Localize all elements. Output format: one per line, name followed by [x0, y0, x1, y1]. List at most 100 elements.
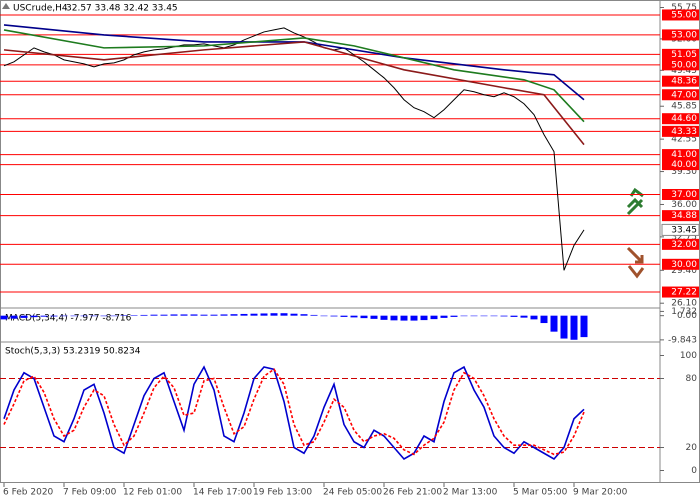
chart-subtitle: 32.57 33.48 32.42 33.45 [66, 4, 178, 14]
bar [240, 313, 248, 316]
y-tick-label: 80 [686, 374, 698, 384]
level-label: 34.88 [671, 211, 697, 221]
bar [380, 315, 388, 320]
y-tick-label: 20 [686, 443, 698, 453]
y-tick-label: 42.55 [671, 135, 697, 145]
bar [70, 315, 78, 317]
y-tick-label: 55.75 [671, 3, 697, 13]
bar [520, 315, 528, 318]
level-label: 47.00 [671, 90, 697, 100]
bar [290, 313, 298, 316]
bar [80, 315, 88, 317]
bar [420, 315, 428, 321]
level-label: 40.00 [671, 160, 697, 170]
bar [10, 315, 18, 319]
level-label-box [662, 89, 699, 101]
bar [370, 315, 378, 319]
x-tick-label: 19 Feb 13:00 [253, 488, 312, 498]
bar [460, 315, 468, 317]
bar [350, 315, 358, 318]
panel-title: Stoch(5,3,3) 53.2319 50.8234 [5, 347, 141, 357]
chart-icon [2, 3, 10, 9]
last-price-label: 33.45 [671, 225, 697, 235]
x-tick-label: 5 Mar 05:00 [513, 488, 568, 498]
series-line [3, 29, 585, 123]
level-label: 30.00 [671, 260, 697, 270]
bar [40, 315, 48, 317]
y-tick-label: -9.843 [668, 335, 697, 345]
level-label-box [662, 113, 699, 125]
series-line [3, 365, 585, 461]
bar [340, 315, 348, 317]
bar [540, 315, 548, 324]
level-label: 44.60 [671, 114, 697, 124]
level-label-box [662, 286, 699, 298]
x-tick-label: 9 Mar 20:00 [573, 488, 628, 498]
bar [430, 315, 438, 320]
bar [270, 313, 278, 316]
bar [160, 314, 168, 316]
bar [260, 313, 268, 316]
bar [90, 315, 98, 317]
x-tick-label: 12 Feb 01:00 [123, 488, 182, 498]
x-tick-label: 2 Mar 13:00 [443, 488, 498, 498]
down-arrow-icon [626, 246, 645, 279]
bar [30, 315, 38, 318]
bar [500, 315, 508, 317]
level-label-box [662, 159, 699, 171]
bar [330, 315, 338, 317]
level-label-box [662, 125, 699, 137]
level-label: 41.00 [671, 150, 697, 160]
bar [410, 315, 418, 321]
level-label: 55.00 [671, 10, 697, 20]
bar [130, 315, 138, 316]
panel-title: MACD(5,34,4) -7.977 -8.716 [5, 314, 132, 324]
bar [170, 314, 178, 316]
bar [510, 315, 518, 317]
bar [250, 313, 258, 316]
y-tick-label: 0 [691, 466, 697, 476]
bar [390, 315, 398, 321]
bar [480, 315, 488, 317]
bar [400, 315, 408, 321]
bar [360, 315, 368, 319]
level-label-box [662, 59, 699, 71]
bar [490, 315, 498, 317]
chart-title: USCrude,H4 [13, 4, 68, 14]
x-tick-label: 26 Feb 21:00 [383, 488, 442, 498]
y-tick-label: 29.40 [671, 266, 697, 276]
bar [580, 315, 588, 338]
series-line [3, 41, 585, 146]
bar [210, 314, 218, 316]
level-label: 43.33 [671, 127, 697, 137]
y-tick-label: 36.00 [671, 200, 697, 210]
y-tick-label: 100 [680, 351, 697, 361]
series-line [3, 24, 585, 101]
bar [60, 315, 68, 317]
bar [190, 314, 198, 316]
bar [530, 315, 538, 320]
last-price-box [661, 223, 700, 236]
level-label: 50.00 [671, 60, 697, 70]
y-tick-label: 32.75 [671, 232, 697, 242]
level-label-box [662, 238, 699, 250]
y-tick-label: 49.45 [671, 66, 697, 76]
bar [320, 315, 328, 317]
x-tick-label: 24 Feb 05:00 [323, 488, 382, 498]
bar [560, 315, 568, 339]
bar [470, 315, 478, 317]
level-label: 51.05 [671, 50, 697, 60]
bar [310, 314, 318, 316]
bar [230, 314, 238, 316]
y-tick-label: 0.00 [677, 311, 697, 321]
series-line [3, 368, 585, 456]
level-label-box [662, 48, 699, 60]
bar [550, 315, 558, 332]
bar [280, 313, 288, 316]
y-tick-label: 45.85 [671, 102, 697, 112]
level-label: 27.22 [671, 288, 697, 298]
level-label: 53.00 [671, 30, 697, 40]
level-label-box [662, 9, 699, 21]
